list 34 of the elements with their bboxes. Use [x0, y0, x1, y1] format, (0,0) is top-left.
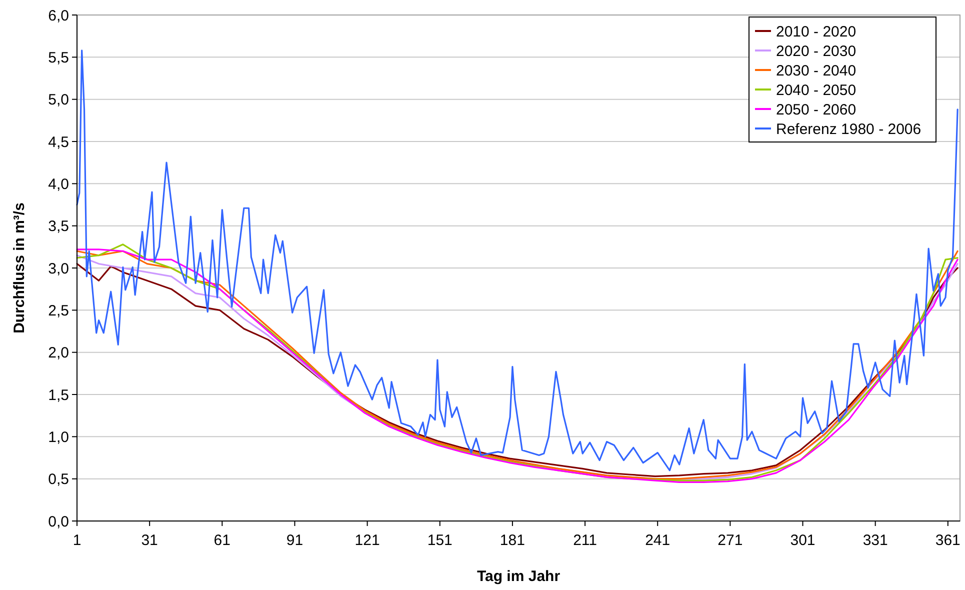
x-axis-title: Tag im Jahr — [476, 568, 560, 585]
y-tick-label: 1,0 — [48, 428, 69, 446]
y-tick-label: 2,5 — [48, 302, 69, 320]
y-tick-label: 5,5 — [48, 49, 69, 66]
legend-label: 2050 - 2060 — [776, 101, 856, 118]
x-tick-label: 121 — [354, 532, 380, 549]
x-tick-label: 271 — [718, 532, 743, 549]
x-tick-label: 91 — [286, 532, 304, 549]
y-tick-label: 2,0 — [48, 344, 69, 362]
y-tick-label: 0,5 — [48, 471, 69, 488]
x-tick-label: 331 — [862, 532, 888, 549]
x-tick-label: 181 — [500, 532, 525, 549]
y-tick-label: 1,5 — [48, 386, 69, 404]
x-tick-label: 61 — [214, 532, 230, 549]
x-tick-label: 31 — [141, 532, 158, 549]
x-tick-label: 301 — [790, 532, 816, 549]
x-tick-label: 211 — [573, 532, 597, 549]
x-tick-label: 1 — [72, 532, 82, 549]
legend-label: 2030 - 2040 — [776, 62, 856, 80]
x-tick-label: 361 — [935, 532, 960, 549]
legend-label: 2020 - 2030 — [776, 42, 856, 60]
y-tick-label: 0,0 — [48, 513, 69, 530]
y-tick-label: 3,5 — [48, 218, 69, 236]
y-tick-label: 3,0 — [48, 260, 69, 278]
legend-label: Referenz 1980 - 2006 — [776, 120, 922, 138]
x-tick-label: 151 — [427, 532, 452, 549]
y-tick-label: 5,0 — [48, 92, 69, 109]
y-tick-label: 6,0 — [48, 7, 69, 24]
x-tick-label: 241 — [645, 532, 670, 549]
legend-label: 2040 - 2050 — [776, 82, 856, 99]
legend-label: 2010 - 2020 — [776, 23, 856, 40]
y-axis-title: Durchfluss in m³/s — [11, 202, 28, 334]
y-tick-label: 4,5 — [48, 134, 69, 151]
y-tick-label: 4,0 — [48, 176, 69, 193]
